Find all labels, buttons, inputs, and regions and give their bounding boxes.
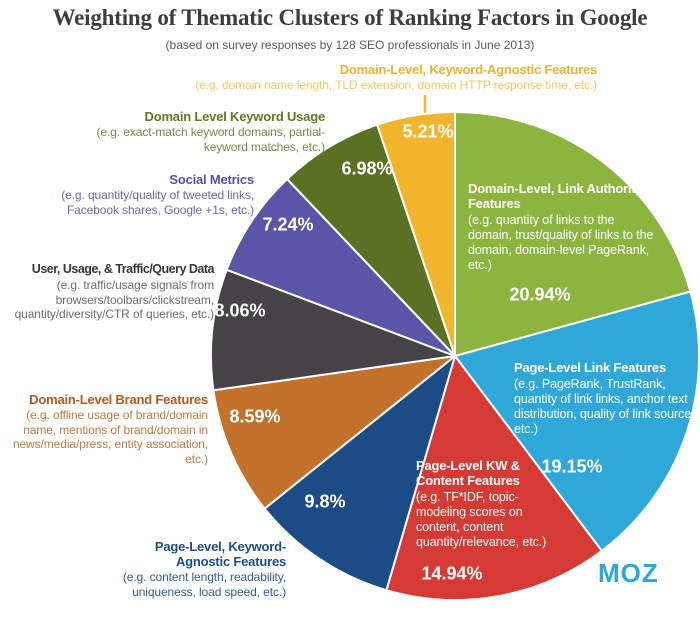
label-desc: (e.g. exact-match keyword domains, parti…	[96, 125, 326, 154]
percent-label-domain-brand: 8.59%	[229, 406, 281, 427]
label-user-usage-traffic: User, Usage, & Traffic/Query Data (e.g. …	[0, 262, 215, 322]
label-page-kw-agnostic: Page-Level, Keyword-Agnostic Features (e…	[120, 539, 286, 599]
label-domain-kw-agnostic: Domain-Level, Keyword-Agnostic Features …	[127, 62, 597, 93]
percent-label-page-link-features: 19.15%	[541, 456, 603, 477]
label-domain-kw-usage: Domain Level Keyword Usage (e.g. exact-m…	[95, 109, 326, 154]
label-desc: (e.g. PageRank, TrustRank, quantity of l…	[514, 377, 700, 436]
percent-label-page-kw-content: 14.94%	[421, 563, 483, 584]
label-domain-link-authority: Domain-Level, Link Authority Features (e…	[468, 181, 660, 273]
pie-slice-page-kw-content	[385, 355, 603, 601]
pie-slice-domain-brand	[212, 355, 456, 510]
pie-slice-page-kw-agnostic	[263, 355, 456, 592]
chart-title: Weighting of Thematic Clusters of Rankin…	[52, 5, 648, 30]
percent-label-social-metrics: 7.24%	[262, 214, 314, 235]
moz-logo: MOZ	[598, 558, 659, 588]
label-desc: (e.g. TF*IDF, topic-modeling scores on c…	[416, 490, 547, 549]
pie-slice-domain-kw-agnostic	[376, 110, 456, 357]
label-desc: (e.g. domain name length, TLD extension,…	[195, 78, 597, 92]
label-page-kw-content: Page-Level KW & Content Features (e.g. T…	[416, 458, 568, 550]
label-heading: Domain-Level, Keyword-Agnostic Features	[339, 62, 598, 77]
pie-slice-user-usage-traffic	[209, 268, 456, 392]
pie-slice-domain-link-authority	[454, 111, 692, 357]
label-desc: (e.g. offline usage of brand/domain name…	[12, 408, 208, 466]
label-heading: Page-Level Link Features	[514, 360, 666, 375]
label-heading: Domain Level Keyword Usage	[144, 109, 326, 124]
percent-label-domain-kw-usage: 6.98%	[341, 158, 393, 179]
chart-subtitle: (based on survey responses by 128 SEO pr…	[165, 38, 535, 52]
label-heading: Social Metrics	[169, 172, 254, 187]
label-heading: Page-Level, Keyword-Agnostic Features	[154, 539, 286, 569]
label-desc: (e.g. traffic/usage signals from browser…	[14, 278, 215, 321]
pie-slice-page-link-features	[454, 290, 700, 552]
percent-label-page-kw-agnostic: 9.8%	[304, 491, 346, 512]
percent-label-domain-kw-agnostic: 5.21%	[402, 121, 454, 142]
label-desc: (e.g. content length, readability, uniqu…	[122, 570, 286, 599]
label-page-link-features: Page-Level Link Features (e.g. PageRank,…	[514, 360, 700, 437]
percent-label-domain-link-authority: 20.94%	[509, 284, 571, 305]
pie-slice-social-metrics	[225, 178, 456, 357]
label-desc: (e.g. quantity/quality of tweeted links,…	[61, 188, 254, 217]
label-heading: User, Usage, & Traffic/Query Data	[31, 262, 215, 276]
pie-slice-domain-kw-usage	[286, 123, 456, 357]
label-heading: Domain-Level Brand Features	[29, 392, 208, 407]
label-heading: Domain-Level, Link Authority Features	[468, 181, 643, 211]
percent-label-user-usage-traffic: 8.06%	[214, 300, 266, 321]
label-desc: (e.g. quantity of links to the domain, t…	[468, 213, 654, 272]
label-social-metrics: Social Metrics (e.g. quantity/quality of…	[22, 172, 254, 217]
label-domain-brand: Domain-Level Brand Features (e.g. offlin…	[12, 392, 208, 466]
label-heading: Page-Level KW & Content Features	[416, 458, 520, 488]
